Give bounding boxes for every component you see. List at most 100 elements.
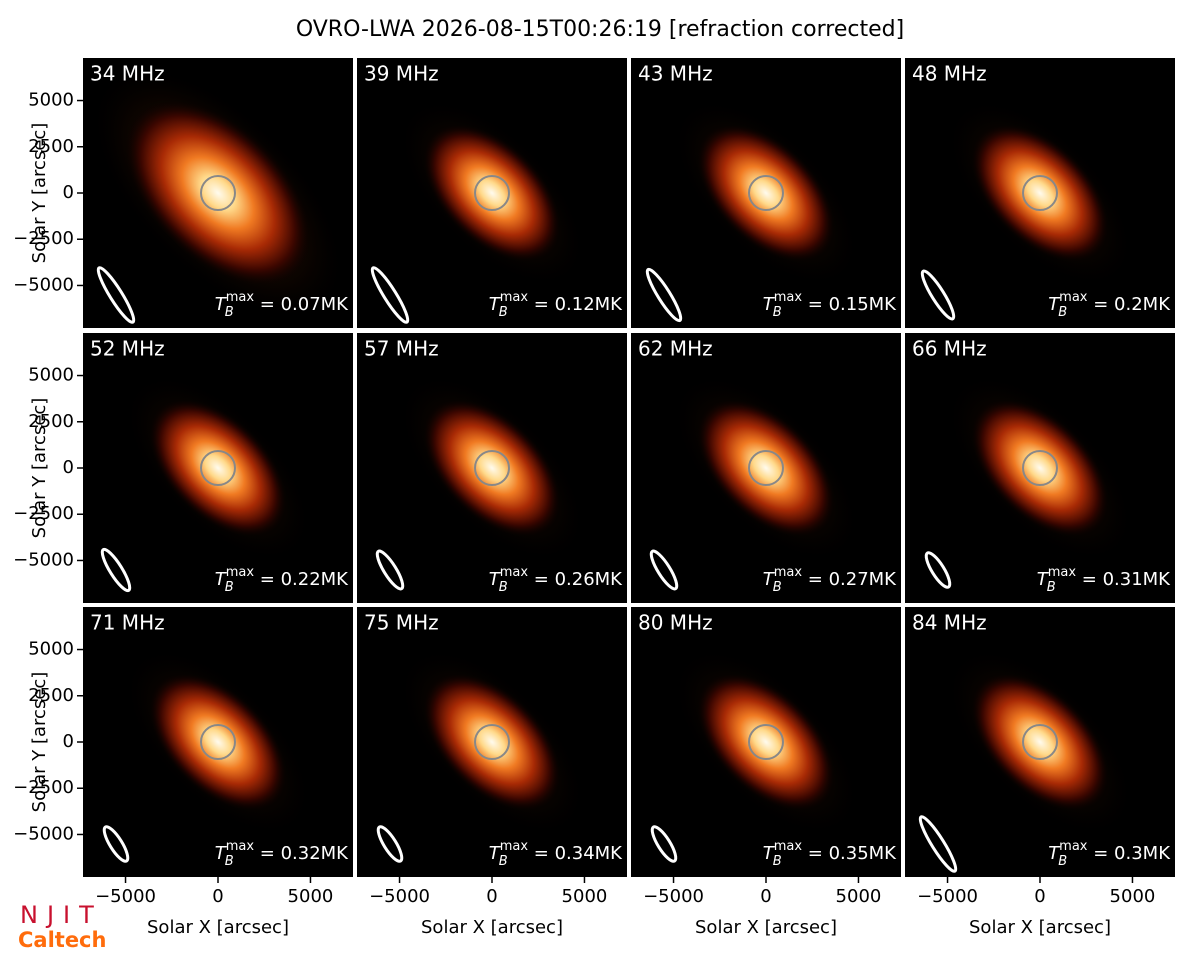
tb-max-label: TBmax = 0.31MK — [1037, 565, 1171, 595]
x-tick-label: 5000 — [1110, 886, 1156, 907]
tb-value: 0.31MK — [1103, 569, 1172, 590]
emission — [422, 672, 562, 812]
solar-disk — [474, 450, 510, 486]
tb-eq: = — [1088, 843, 1115, 864]
x-tick-label: 0 — [486, 886, 497, 907]
tb-max-label: TBmax = 0.35MK — [763, 839, 897, 869]
tb-sup: max — [774, 565, 803, 580]
beam — [96, 266, 136, 324]
tb-sub: B — [225, 854, 234, 869]
panel — [905, 58, 1175, 328]
tb-eq: = — [1076, 569, 1103, 590]
tb-max-label: TBmax = 0.2MK — [1048, 290, 1171, 320]
panel — [631, 607, 901, 877]
beam — [645, 267, 683, 323]
y-tick-label: 5000 — [28, 90, 74, 111]
y-tick-label: 5000 — [28, 639, 74, 660]
y-tick-label: 5000 — [28, 365, 74, 386]
x-tick-label: −5000 — [95, 886, 156, 907]
tb-value: 0.35MK — [829, 843, 898, 864]
tb-value: 0.12MK — [555, 294, 624, 315]
tb-max-label: TBmax = 0.34MK — [489, 839, 623, 869]
x-tick-label: −5000 — [369, 886, 430, 907]
tb-sub: B — [499, 854, 508, 869]
tb-value: 0.2MK — [1114, 294, 1171, 315]
x-tick-label: 5000 — [836, 886, 882, 907]
emission — [970, 123, 1110, 263]
tb-sub: B — [225, 580, 234, 595]
tb-eq: = — [254, 294, 281, 315]
panel — [83, 607, 353, 877]
solar-disk — [200, 450, 236, 486]
beam — [102, 825, 130, 863]
x-tick-label: 0 — [760, 886, 771, 907]
panel — [83, 58, 353, 328]
tb-sub: B — [1047, 580, 1056, 595]
y-tick-label: 2500 — [28, 411, 74, 432]
emission — [422, 398, 562, 538]
tb-sup: max — [1048, 565, 1077, 580]
tb-max-label: TBmax = 0.32MK — [215, 839, 349, 869]
tb-symbol: T — [763, 843, 776, 864]
x-axis-label: Solar X [arcsec] — [147, 917, 289, 938]
tb-value: 0.22MK — [281, 569, 350, 590]
tb-sub: B — [1058, 305, 1067, 320]
tb-eq: = — [528, 569, 555, 590]
tb-symbol: T — [215, 843, 228, 864]
solar-disk — [748, 175, 784, 211]
y-tick-label: −5000 — [13, 823, 74, 844]
panel — [357, 58, 627, 328]
tb-max-label: TBmax = 0.07MK — [215, 290, 349, 320]
tb-max-label: TBmax = 0.26MK — [489, 565, 623, 595]
panel-title: 39 MHz — [364, 62, 439, 86]
solar-disk — [200, 724, 236, 760]
emission — [148, 398, 288, 538]
tb-sub: B — [225, 305, 234, 320]
tb-eq: = — [802, 843, 829, 864]
panel-title: 75 MHz — [364, 611, 439, 635]
panel-title: 66 MHz — [912, 337, 987, 361]
x-axis-label: Solar X [arcsec] — [695, 917, 837, 938]
emission — [123, 98, 313, 288]
y-tick-label: −2500 — [13, 777, 74, 798]
tb-max-label: TBmax = 0.15MK — [763, 290, 897, 320]
y-tick-label: 2500 — [28, 685, 74, 706]
tb-max-label: TBmax = 0.12MK — [489, 290, 623, 320]
tb-symbol: T — [489, 843, 502, 864]
tb-value: 0.15MK — [829, 294, 898, 315]
figure-title: OVRO-LWA 2026-08-15T00:26:19 [refraction… — [296, 17, 904, 42]
tb-sub: B — [773, 580, 782, 595]
x-tick-label: 5000 — [288, 886, 334, 907]
panel — [631, 58, 901, 328]
x-tick-label: −5000 — [917, 886, 978, 907]
y-axis-label: Solar Y [arcsec] — [29, 123, 50, 264]
y-axis-label: Solar Y [arcsec] — [29, 672, 50, 813]
emission — [148, 672, 288, 812]
panel-title: 57 MHz — [364, 337, 439, 361]
solar-disk — [1022, 724, 1058, 760]
beam — [376, 825, 404, 863]
tb-symbol: T — [215, 294, 228, 315]
panel — [905, 607, 1175, 877]
y-axis-label: Solar Y [arcsec] — [29, 398, 50, 539]
tb-sup: max — [1059, 290, 1088, 305]
panel-title: 48 MHz — [912, 62, 987, 86]
tb-sub: B — [1058, 854, 1067, 869]
tb-value: 0.26MK — [555, 569, 624, 590]
tb-sub: B — [499, 580, 508, 595]
emission — [422, 123, 562, 263]
tb-sup: max — [500, 839, 529, 854]
tb-value: 0.34MK — [555, 843, 624, 864]
solar-disk — [748, 724, 784, 760]
tb-sub: B — [499, 305, 508, 320]
tb-eq: = — [528, 294, 555, 315]
tb-max-label: TBmax = 0.27MK — [763, 565, 897, 595]
tb-symbol: T — [1048, 843, 1061, 864]
y-tick-label: −5000 — [13, 274, 74, 295]
tb-eq: = — [528, 843, 555, 864]
panel-title: 80 MHz — [638, 611, 713, 635]
solar-disk — [474, 724, 510, 760]
panel-title: 84 MHz — [912, 611, 987, 635]
emission — [696, 123, 836, 263]
